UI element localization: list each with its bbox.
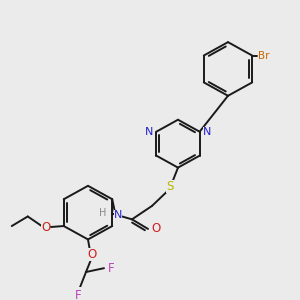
Text: S: S [166, 180, 174, 193]
Text: H: H [99, 208, 106, 218]
Text: F: F [108, 262, 114, 275]
Text: F: F [75, 289, 81, 300]
Text: N: N [114, 209, 122, 220]
Text: Br: Br [259, 51, 270, 61]
Text: O: O [87, 248, 97, 261]
Text: O: O [41, 221, 50, 235]
Text: N: N [145, 127, 153, 137]
Text: N: N [203, 127, 211, 137]
Text: O: O [152, 222, 160, 236]
